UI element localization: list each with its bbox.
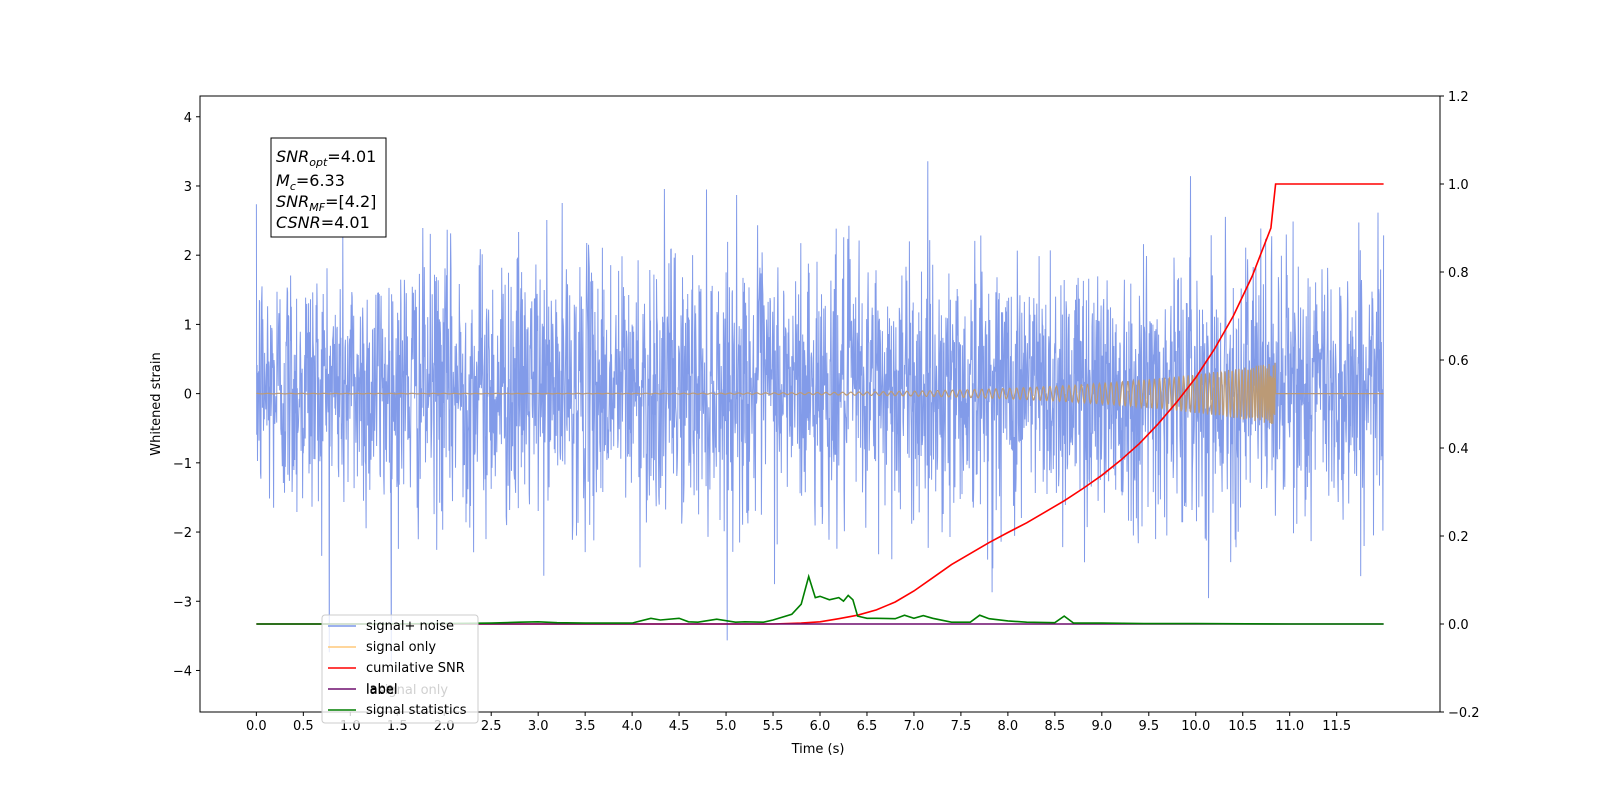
x-tick-label: 8.5 [1045,719,1066,734]
x-tick-label: 3.0 [528,719,549,734]
y-tick-label: −1 [173,457,192,472]
x-tick-label: 11.0 [1275,719,1304,734]
x-tick-label: 5.0 [716,719,737,734]
legend-entry: signal statistics [328,703,467,718]
x-tick-label: 7.0 [904,719,925,734]
y-axis-label: Whitened strain [149,352,164,455]
x-tick-label: 2.5 [481,719,502,734]
x-tick-label: 4.5 [669,719,690,734]
legend-label: signal+ noise [366,619,454,634]
y-tick-label: 2 [184,249,192,264]
y-tick-label: 4 [184,111,192,126]
y2-tick-label: 0.8 [1448,266,1469,281]
y-tick-label: −3 [173,595,192,610]
x-tick-label: 10.0 [1181,719,1210,734]
legend-label: signal only [366,640,436,655]
y2-tick-label: 0.6 [1448,354,1469,369]
annotation-line-snr-mf: SNRMF=[4.2] [276,192,376,214]
y2-tick-label: 0.0 [1448,618,1469,633]
y-axis-right: 1.2 1.0 0.8 0.6 0.4 0.2 0.0 −0.2 [1440,90,1480,721]
x-tick-label: 6.5 [857,719,878,734]
x-tick-label: 9.5 [1138,719,1159,734]
legend-box [321,614,479,724]
x-tick-label: 5.5 [763,719,784,734]
x-tick-label: 3.5 [575,719,596,734]
y-tick-label: 3 [184,180,192,195]
y-axis-left: 4 3 2 1 0 −1 −2 −3 −4 [173,111,200,679]
legend-entry: cumilative SNR [328,661,465,676]
legend-label-overlay: label [366,683,397,698]
x-tick-label: 0.5 [293,719,314,734]
x-tick-label: 4.0 [622,719,643,734]
series-layer [255,161,1385,663]
legend-entry: label [328,682,397,697]
x-tick-label: 0.0 [246,719,267,734]
legend: signal+ noise signal only cumilative SNR la… [321,614,479,724]
y-tick-label: −2 [173,526,192,541]
x-tick-label: 9.0 [1091,719,1112,734]
x-tick-label: 11.5 [1322,719,1351,734]
x-tick-label: 6.0 [810,719,831,734]
legend-label: label [366,682,397,697]
y-tick-label: 0 [184,388,192,403]
legend-entry: signal+ noise [328,619,454,634]
series-signal-noise [255,161,1385,663]
annotation-line-csnr: CSNR=4.01 [276,213,370,232]
legend-label: signal statistics [366,703,467,718]
x-tick-label: 8.0 [998,719,1019,734]
x-tick-label: 10.5 [1228,719,1257,734]
stats-annotation: SNRopt=4.01 Mc=6.33 SNRMF=[4.2] CSNR=4.0… [270,137,387,238]
y2-tick-label: 1.2 [1448,90,1469,105]
y2-tick-label: 1.0 [1448,178,1469,193]
y-tick-label: 1 [184,318,192,333]
y2-tick-label: −0.2 [1448,706,1480,721]
x-tick-label: 7.5 [951,719,972,734]
series-signal-only [256,362,1384,424]
y-tick-label: −4 [173,664,192,679]
annotation-box [270,137,387,238]
legend-entry: signal only [328,640,436,655]
legend-label-faded: signal only [378,683,448,698]
annotation-line-snr-opt: SNRopt=4.01 [276,147,376,169]
legend-label: cumilative SNR [366,661,465,676]
annotation-line-mc: Mc=6.33 [276,171,345,193]
x-axis-label: Time (s) [791,742,845,757]
y2-tick-label: 0.2 [1448,530,1469,545]
series-signal-statistics [256,573,1384,625]
y2-tick-label: 0.4 [1448,442,1469,457]
